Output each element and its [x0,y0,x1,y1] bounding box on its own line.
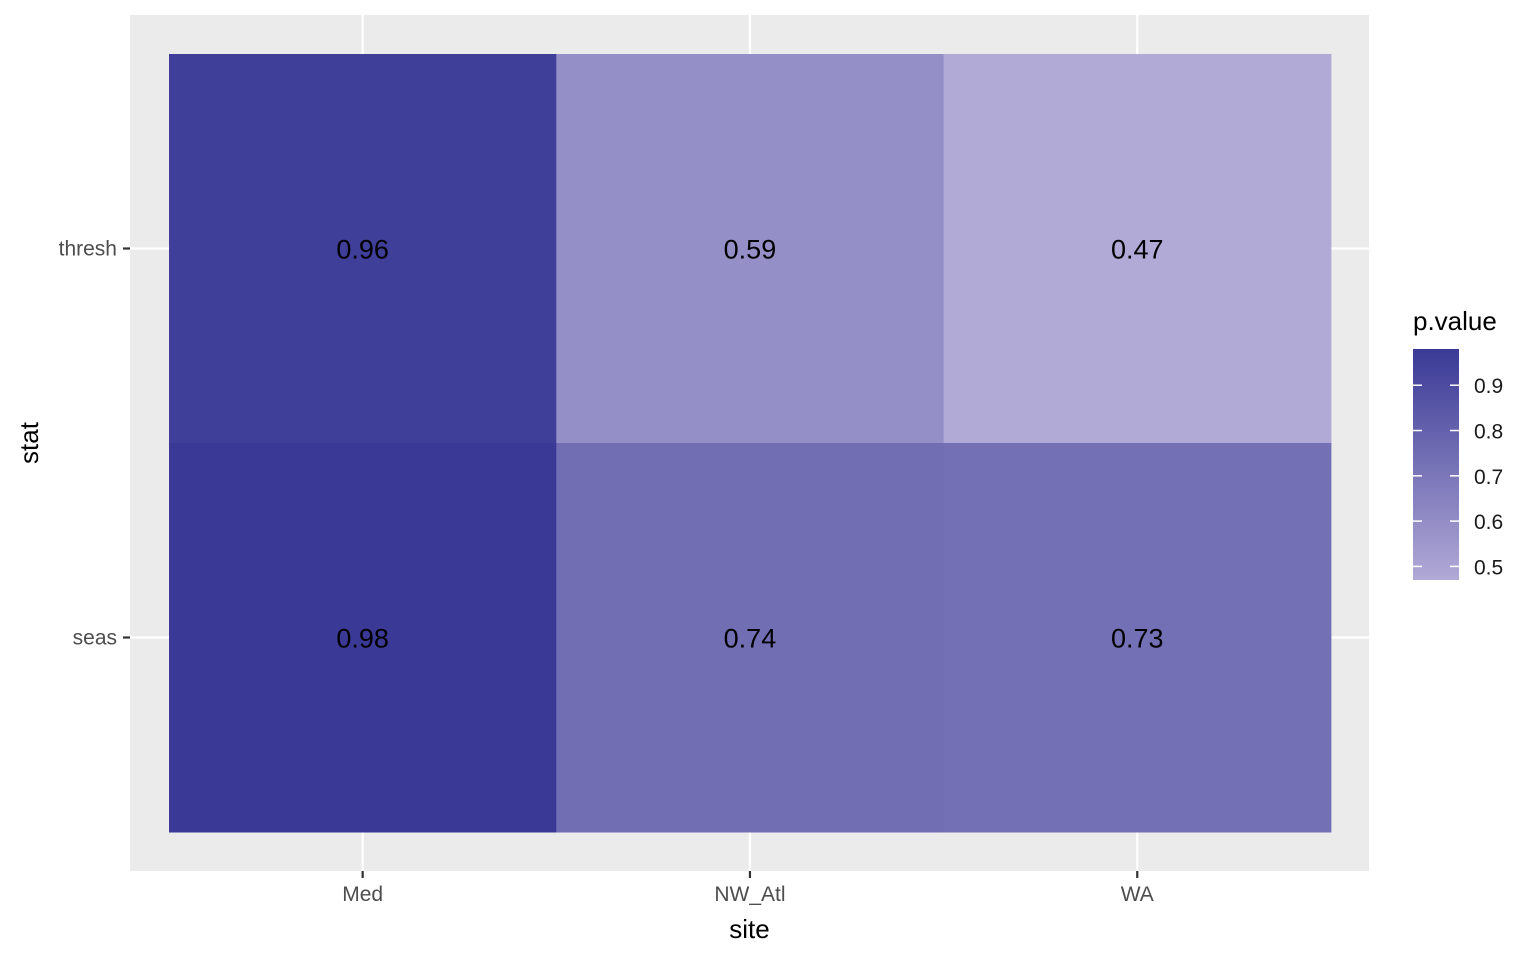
y-tick-label-thresh: thresh [59,238,117,261]
legend-colorbar [1413,349,1459,580]
heatmap-cell-WA-seas [943,443,1332,833]
x-axis: Med NW_Atl WA [342,871,1154,906]
legend-tick-label-0.7: 0.7 [1474,466,1503,489]
x-tick-label-WA: WA [1121,883,1154,906]
cell-label-WA-seas: 0.73 [1111,624,1164,654]
legend: p.value 0.9 0.8 0.7 0.6 0.5 [1413,306,1503,580]
y-tick-label-seas: seas [73,627,117,650]
legend-tick-label-0.5: 0.5 [1474,556,1503,579]
cell-labels: 0.96 0.59 0.47 0.98 0.74 0.73 [336,235,1163,654]
heatmap-cell-NW_Atl-thresh [556,54,945,444]
legend-ticks: 0.9 0.8 0.7 0.6 0.5 [1413,375,1503,579]
cell-label-NW_Atl-seas: 0.74 [724,624,777,654]
cell-label-NW_Atl-thresh: 0.59 [724,235,777,265]
heatmap-cells [169,54,1332,833]
x-axis-title: site [729,914,769,944]
cell-label-WA-thresh: 0.47 [1111,235,1164,265]
x-tick-label-NW_Atl: NW_Atl [714,883,785,906]
heatmap-cell-Med-seas [169,443,557,833]
legend-tick-label-0.6: 0.6 [1474,511,1503,534]
heatmap-cell-NW_Atl-seas [556,443,945,833]
cell-label-Med-seas: 0.98 [336,624,389,654]
cell-label-Med-thresh: 0.96 [336,235,389,265]
heatmap-cell-Med-thresh [169,54,557,444]
legend-title: p.value [1413,306,1497,336]
x-tick-label-Med: Med [342,883,383,906]
legend-tick-label-0.8: 0.8 [1474,421,1503,444]
legend-tick-label-0.9: 0.9 [1474,375,1503,398]
y-axis: thresh seas [59,238,130,650]
heatmap-cell-WA-thresh [943,54,1332,444]
y-axis-title: stat [14,421,44,464]
